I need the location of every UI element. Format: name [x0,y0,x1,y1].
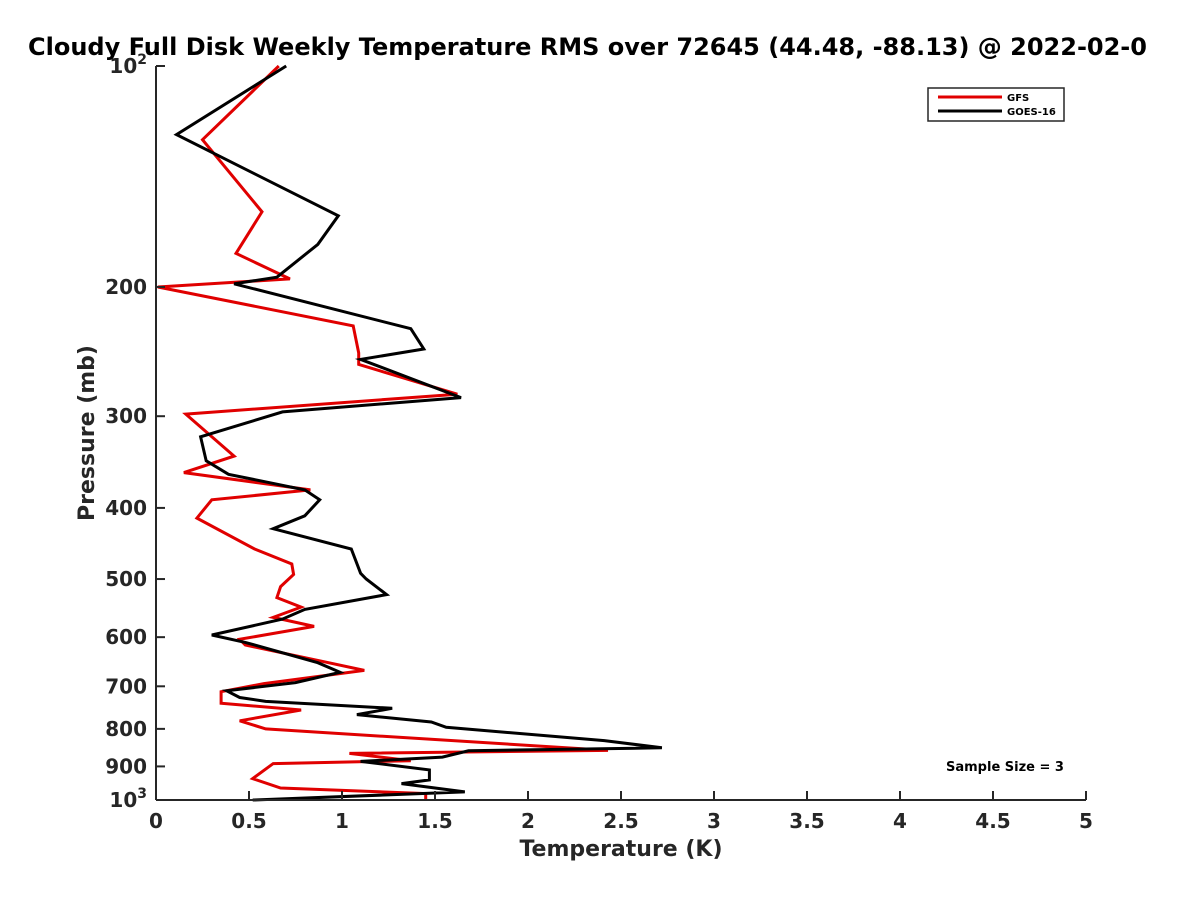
x-tick-label: 3 [707,809,721,833]
legend-label: GFS [1007,93,1029,104]
y-tick-label: 102 [109,52,147,78]
chart-title: Cloudy Full Disk Weekly Temperature RMS … [28,33,1147,61]
y-tick-label: 300 [105,404,147,428]
series-line-goes-16 [173,64,663,802]
y-tick-label: 800 [105,717,147,741]
x-tick-label: 0.5 [231,809,266,833]
legend: GFS GOES-16 [927,87,1065,122]
x-tick-label: 2.5 [603,809,638,833]
legend-label: GOES-16 [1007,107,1056,118]
series-line-gfs [157,64,609,800]
x-tick-label: 1 [335,809,349,833]
y-tick-label: 400 [105,496,147,520]
x-tick-label: 1.5 [417,809,452,833]
x-axis-ticks: 0 0.5 1 1.5 2 2.5 3 3.5 4 4.5 5 [149,791,1093,833]
y-tick-label: 200 [105,275,147,299]
x-tick-label: 3.5 [789,809,824,833]
y-axis-label: Pressure (mb) [75,345,100,521]
x-tick-label: 5 [1079,809,1093,833]
x-tick-label: 0 [149,809,163,833]
x-tick-label: 4 [893,809,907,833]
y-axis-ticks: 102 200 300 400 500 600 700 800 900 103 [105,52,165,812]
y-tick-label: 700 [105,674,147,698]
y-tick-label: 600 [105,625,147,649]
x-tick-label: 4.5 [975,809,1010,833]
plot-lines [157,64,663,802]
sample-size-annotation: Sample Size = 3 [946,760,1064,775]
y-tick-label: 500 [105,567,147,591]
x-tick-label: 2 [521,809,535,833]
x-axis-label: Temperature (K) [519,837,722,862]
y-tick-label: 103 [109,786,147,812]
y-tick-label: 900 [105,754,147,778]
legend-box [927,87,1065,122]
